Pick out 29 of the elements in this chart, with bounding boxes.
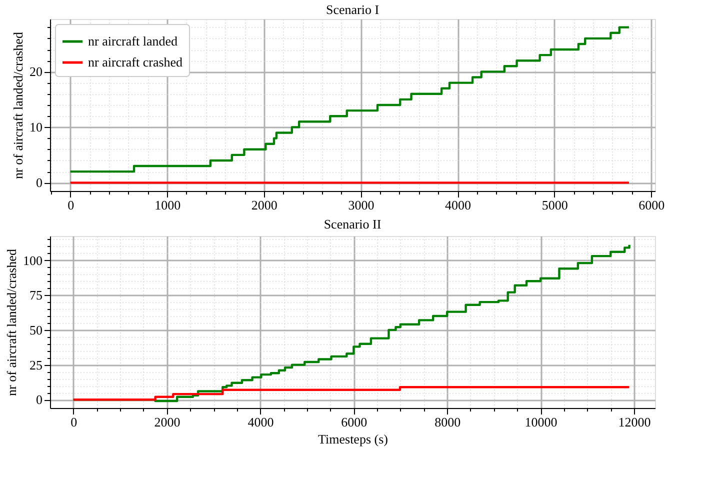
y-tick-label: 20 bbox=[30, 64, 42, 80]
y-tick-label: 50 bbox=[30, 322, 42, 338]
y-axis-title: nr of aircraft landed/crashed bbox=[10, 32, 26, 179]
x-tick-label: 6000 bbox=[341, 414, 368, 430]
y-tick-label: 10 bbox=[30, 120, 42, 135]
x-tick-label: 10000 bbox=[524, 414, 558, 430]
x-tick-label: 2000 bbox=[251, 198, 278, 212]
x-axis-title: Timesteps (s) bbox=[318, 432, 388, 446]
x-tick-label: 0 bbox=[70, 414, 78, 430]
x-tick-label: 4000 bbox=[445, 198, 472, 212]
y-tick-label: 0 bbox=[36, 175, 42, 190]
y-tick-label: 25 bbox=[30, 357, 42, 372]
x-tick-label: 2000 bbox=[154, 414, 180, 430]
x-tick-label: 0 bbox=[68, 198, 74, 212]
x-tick-label: 6000 bbox=[638, 198, 665, 212]
x-tick-label: 4000 bbox=[248, 414, 274, 430]
y-axis-title: nr of aircraft landed/crashed bbox=[4, 248, 19, 396]
chart-title: Scenario I bbox=[326, 2, 380, 17]
legend-label: nr aircraft crashed bbox=[88, 54, 184, 70]
x-tick-label: 5000 bbox=[542, 198, 568, 212]
x-tick-label: 12000 bbox=[618, 414, 651, 430]
x-tick-label: 1000 bbox=[154, 198, 181, 212]
x-tick-label: 3000 bbox=[348, 198, 374, 212]
y-tick-label: 100 bbox=[23, 252, 42, 268]
y-tick-label: 0 bbox=[36, 392, 42, 408]
y-tick-label: 75 bbox=[30, 288, 42, 303]
legend-label: nr aircraft landed bbox=[88, 34, 178, 48]
x-tick-label: 8000 bbox=[434, 414, 461, 430]
chart-title: Scenario II bbox=[324, 216, 382, 232]
